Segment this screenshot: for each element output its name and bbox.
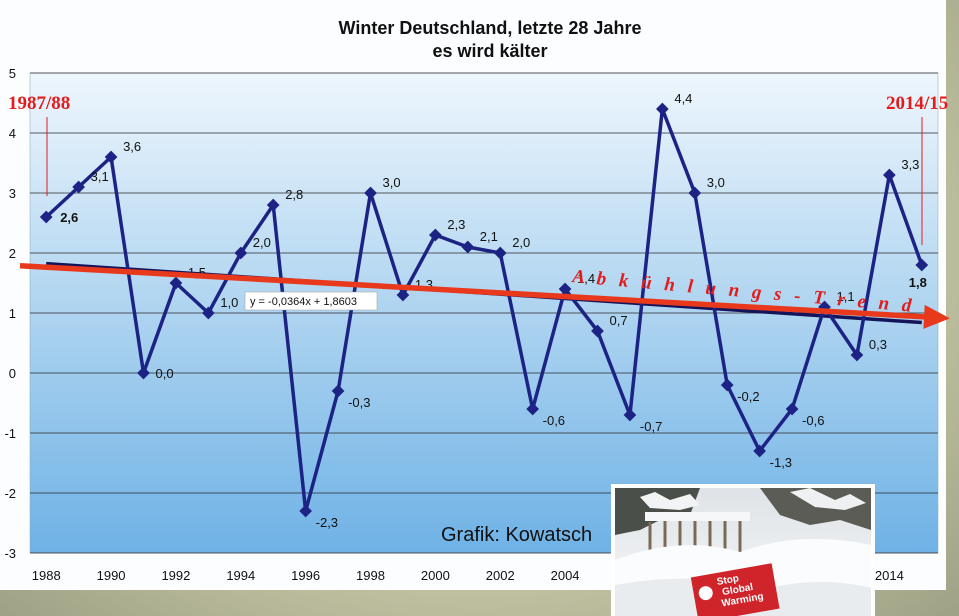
data-labels: 2,63,13,60,01,51,02,02,8-2,3-0,33,01,32,…: [60, 91, 927, 530]
sign-text-line1: Stop: [716, 573, 740, 588]
data-point-marker: [266, 198, 280, 212]
cooling-trend-arrowhead: [923, 304, 950, 329]
y-tick-label: 5: [9, 66, 16, 81]
data-value-label: 2,3: [447, 217, 465, 232]
x-tick-label: 2000: [421, 568, 450, 583]
equation-box: [244, 291, 378, 311]
data-value-label: 1,1: [837, 289, 855, 304]
data-value-label: -0,6: [543, 413, 565, 428]
data-value-label: 3,0: [383, 175, 401, 190]
data-point-marker: [364, 186, 377, 200]
data-value-label: 1,0: [220, 295, 238, 310]
data-point-marker: [169, 276, 183, 290]
data-value-label: 3,6: [123, 139, 141, 154]
cooling-trend-arrow: [19, 262, 931, 320]
y-tick-label: 1: [9, 306, 16, 321]
trend-equation: y = -0,0364x + 1,8603: [250, 296, 357, 308]
start-period-label: 1987/88: [8, 93, 70, 114]
stop-global-warming-sign: Stop Global Warming: [690, 563, 780, 616]
data-value-label: 1,8: [909, 275, 927, 290]
y-tick-label: -1: [4, 426, 16, 441]
y-tick-label: -2: [4, 486, 16, 501]
data-value-label: -0,7: [640, 419, 662, 434]
data-value-label: 1,4: [577, 271, 595, 286]
x-tick-label: 1990: [97, 568, 126, 583]
y-axis-ticks: -3 -2 -1 0 1 2 3 4 5: [4, 66, 16, 561]
data-point-marker: [137, 366, 150, 380]
data-point-marker: [461, 240, 475, 254]
data-value-label: 2,1: [480, 229, 498, 244]
data-value-label: -0,6: [802, 413, 824, 428]
x-tick-label: 2002: [486, 568, 515, 583]
data-value-label: -0,3: [348, 395, 370, 410]
chart-title: Winter Deutschland, letzte 28 Jahre: [339, 18, 642, 38]
x-tick-label: 1992: [161, 568, 190, 583]
data-value-label: 3,3: [901, 157, 919, 172]
data-point-marker: [39, 210, 53, 224]
x-tick-label: 1994: [226, 568, 255, 583]
data-value-label: 3,1: [91, 169, 109, 184]
y-tick-label: 0: [9, 366, 16, 381]
data-value-label: -0,2: [737, 389, 759, 404]
data-point-marker: [493, 246, 507, 260]
data-value-label: 2,0: [512, 235, 530, 250]
x-tick-label: 1996: [291, 568, 320, 583]
data-value-label: 4,4: [674, 91, 692, 106]
data-value-label: 3,0: [707, 175, 725, 190]
end-period-label: 2014/15: [886, 93, 948, 114]
data-value-label: -1,3: [770, 455, 792, 470]
data-value-label: 2,6: [60, 210, 78, 225]
data-point-marker: [331, 384, 345, 398]
x-tick-label: 2014: [875, 568, 904, 583]
chart-credit: Grafik: Kowatsch: [441, 524, 592, 546]
data-point-marker: [72, 180, 86, 194]
y-tick-label: 4: [9, 126, 16, 141]
data-point-marker: [201, 306, 215, 320]
x-tick-label: 2004: [551, 568, 580, 583]
data-point-marker: [104, 150, 118, 164]
snow-photo: Stop Global Warming: [611, 484, 875, 616]
sign-text-line2: Global: [721, 582, 754, 598]
data-point-marker: [396, 288, 410, 302]
data-value-label: 0,3: [869, 337, 887, 352]
y-tick-label: 2: [9, 246, 16, 261]
data-point-marker: [234, 246, 248, 260]
data-point-marker: [428, 228, 442, 242]
data-value-label: 0,7: [610, 313, 628, 328]
y-tick-label: -3: [4, 546, 16, 561]
data-value-label: 2,8: [285, 187, 303, 202]
data-value-label: -2,3: [316, 515, 338, 530]
gridlines: [30, 72, 938, 554]
x-tick-label: 1988: [32, 568, 61, 583]
x-tick-label: 1998: [356, 568, 385, 583]
y-tick-label: 3: [9, 186, 16, 201]
series-line: [45, 107, 924, 513]
data-value-label: 2,0: [253, 235, 271, 250]
data-value-label: 0,0: [156, 366, 174, 381]
chart-subtitle: es wird kälter: [432, 41, 547, 61]
